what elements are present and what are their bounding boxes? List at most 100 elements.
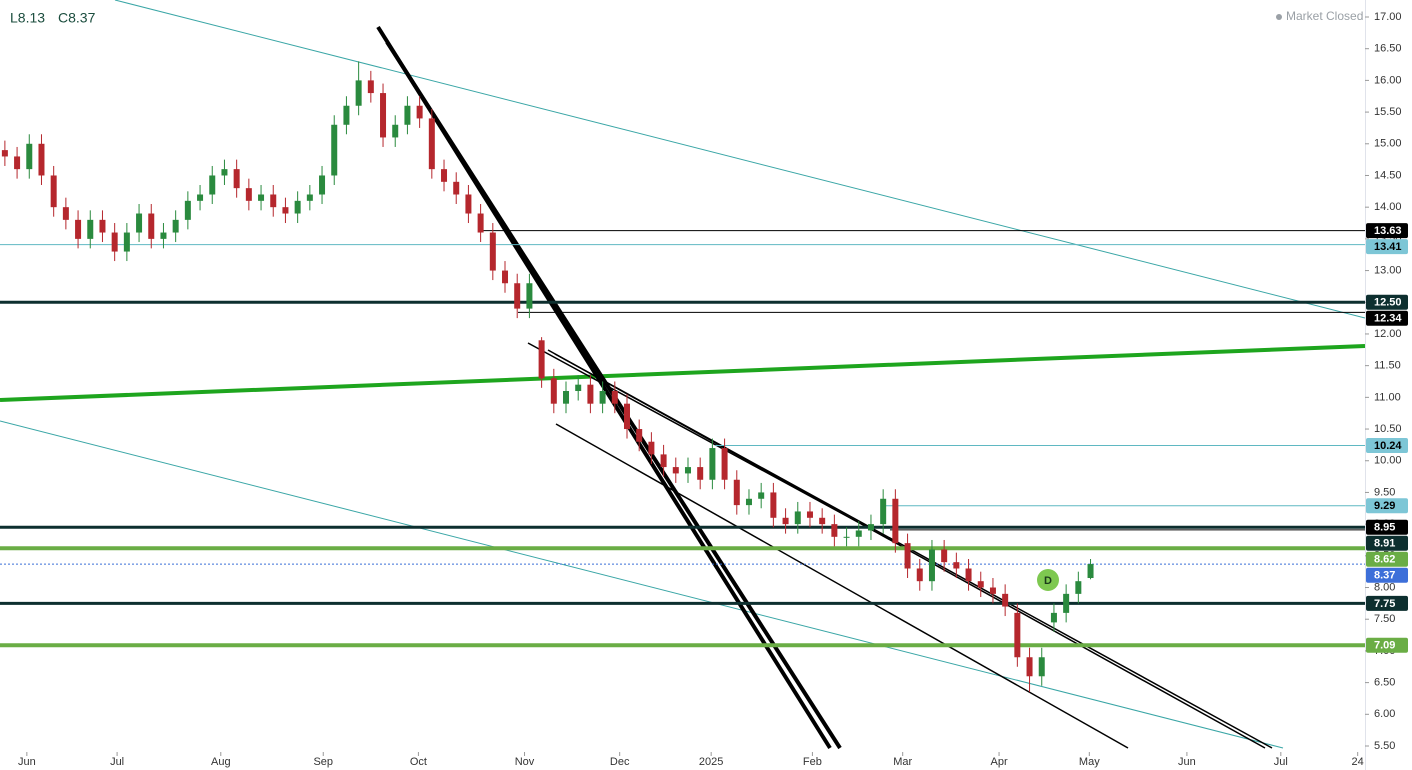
trend-line <box>554 353 1273 749</box>
candle-body <box>294 200 301 214</box>
candle-body <box>75 219 82 239</box>
candle-body <box>477 213 484 233</box>
x-tick-label: Jun <box>1178 756 1196 768</box>
candle-body <box>221 169 228 176</box>
candle-body <box>1087 564 1094 579</box>
market-status: Market Closed <box>1286 9 1363 23</box>
candle-body <box>648 441 655 455</box>
level-label: 13.41 <box>1374 241 1402 253</box>
level-label: 9.29 <box>1374 500 1395 512</box>
y-tick-label: 12.00 <box>1374 328 1402 340</box>
y-tick-label: 11.50 <box>1374 360 1401 372</box>
candle-body <box>758 492 765 499</box>
candle-body <box>1063 593 1070 613</box>
candle-body <box>160 232 167 239</box>
candle-body <box>1050 612 1057 623</box>
candle-body <box>977 581 984 588</box>
level-label: 7.75 <box>1374 598 1395 610</box>
x-tick-label: Nov <box>515 756 535 768</box>
candle-body <box>441 169 448 182</box>
candle-body <box>282 207 289 214</box>
level-label-bg <box>1366 294 1408 310</box>
candle-body <box>843 536 850 538</box>
x-tick-label: Feb <box>803 756 822 768</box>
candle-body <box>514 283 521 309</box>
y-tick-label: 17.00 <box>1374 11 1402 23</box>
candle-body <box>733 479 740 506</box>
x-tick-label: Dec <box>610 756 630 768</box>
candle-body <box>331 124 338 176</box>
candle-body <box>806 511 813 518</box>
x-tick-label: Jun <box>18 756 36 768</box>
y-tick-label: 14.00 <box>1374 201 1402 213</box>
level-label-bg <box>1366 595 1408 611</box>
level-label: 13.63 <box>1374 225 1402 237</box>
candle-body <box>599 391 606 404</box>
y-tick-label: 11.00 <box>1374 391 1401 403</box>
x-tick-label: 24 <box>1352 756 1364 768</box>
x-tick-label: Aug <box>211 756 231 768</box>
session-badge <box>1037 569 1059 591</box>
candle-body <box>380 93 387 138</box>
x-tick-label: Oct <box>410 756 427 768</box>
candle-body <box>904 543 911 569</box>
candle-body <box>197 194 204 201</box>
candle-body <box>611 391 618 404</box>
candle-body <box>538 340 545 379</box>
level-label-bg <box>1366 438 1408 454</box>
candle-body <box>526 283 533 309</box>
y-tick-label: 13.00 <box>1374 264 1402 276</box>
candle-body <box>941 549 948 563</box>
candle-body <box>1 150 8 157</box>
session-badge-label: D <box>1044 575 1052 587</box>
candle-body <box>123 232 130 252</box>
y-tick-label: 10.50 <box>1374 423 1402 435</box>
candle-body <box>26 143 33 170</box>
candle-body <box>111 232 118 252</box>
candle-body <box>953 562 960 569</box>
candle-body <box>306 194 313 201</box>
candle-body <box>355 80 362 106</box>
level-label-bg <box>1366 239 1408 255</box>
level-label-bg <box>1366 567 1408 583</box>
trend-lines <box>0 0 1366 750</box>
candle-body <box>416 105 423 119</box>
y-tick-label: 8.00 <box>1374 581 1395 593</box>
y-tick-label: 10.00 <box>1374 455 1402 467</box>
candle-body <box>38 143 45 176</box>
candle-body <box>245 188 252 201</box>
candle-body <box>233 169 240 189</box>
candle-body <box>392 124 399 138</box>
candle-body <box>636 429 643 442</box>
candle-body <box>319 175 326 195</box>
candle-body <box>916 568 923 582</box>
level-label-bg <box>1366 498 1408 514</box>
candle-body <box>428 118 435 170</box>
level-label-bg <box>1366 535 1408 551</box>
candle-body <box>148 213 155 239</box>
candle-body <box>136 213 143 233</box>
candle-body <box>721 448 728 480</box>
candle-body <box>855 530 862 537</box>
level-label: 8.62 <box>1374 554 1395 566</box>
level-label-bg <box>1366 310 1408 326</box>
candle-body <box>831 524 838 537</box>
candle-body <box>965 568 972 582</box>
trend-line <box>0 420 1284 749</box>
x-tick-label: Jul <box>110 756 124 768</box>
candle-body <box>453 181 460 195</box>
candle-body <box>404 105 411 125</box>
y-tick-label: 6.00 <box>1374 708 1395 720</box>
candle-body <box>563 391 570 404</box>
x-tick-label: Sep <box>313 756 333 768</box>
y-tick-label: 6.50 <box>1374 677 1395 689</box>
candle-body <box>928 549 935 582</box>
ohlc-close: C8.37 <box>58 10 96 26</box>
candle-body <box>465 194 472 214</box>
level-label-bg <box>1366 637 1408 653</box>
candle-body <box>989 587 996 594</box>
level-label-bg <box>1366 223 1408 239</box>
trend-line <box>555 423 1129 749</box>
x-tick-label: Jul <box>1274 756 1288 768</box>
